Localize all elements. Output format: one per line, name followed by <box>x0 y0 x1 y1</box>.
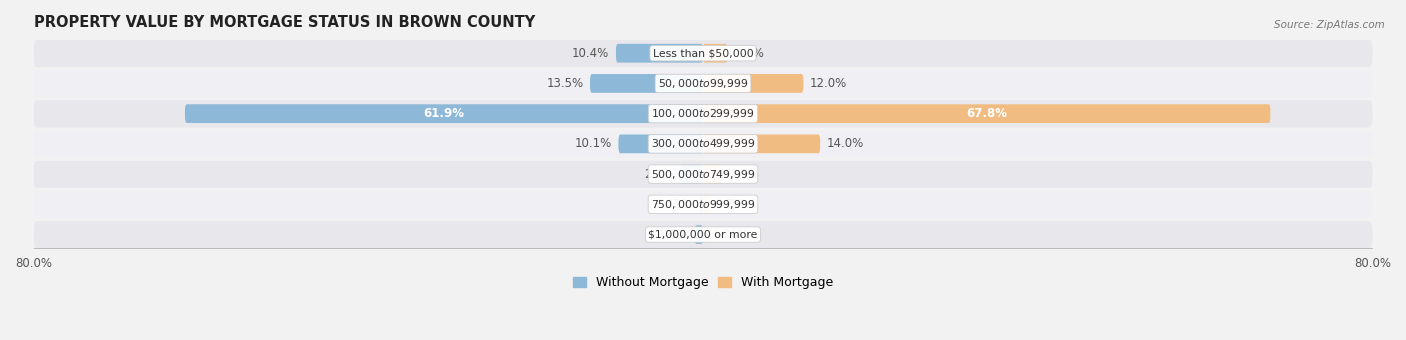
Text: $750,000 to $999,999: $750,000 to $999,999 <box>651 198 755 211</box>
FancyBboxPatch shape <box>681 165 703 184</box>
FancyBboxPatch shape <box>619 135 703 153</box>
FancyBboxPatch shape <box>703 225 706 244</box>
Text: 10.1%: 10.1% <box>575 137 612 150</box>
Text: 12.0%: 12.0% <box>810 77 848 90</box>
FancyBboxPatch shape <box>703 195 709 214</box>
FancyBboxPatch shape <box>34 221 1372 249</box>
FancyBboxPatch shape <box>186 104 703 123</box>
Text: PROPERTY VALUE BY MORTGAGE STATUS IN BROWN COUNTY: PROPERTY VALUE BY MORTGAGE STATUS IN BRO… <box>34 15 534 30</box>
FancyBboxPatch shape <box>34 161 1372 188</box>
FancyBboxPatch shape <box>703 44 727 63</box>
FancyBboxPatch shape <box>695 225 703 244</box>
Text: 13.5%: 13.5% <box>546 77 583 90</box>
FancyBboxPatch shape <box>34 40 1372 67</box>
FancyBboxPatch shape <box>703 135 820 153</box>
Text: $300,000 to $499,999: $300,000 to $499,999 <box>651 137 755 150</box>
Text: $1,000,000 or more: $1,000,000 or more <box>648 230 758 239</box>
Text: 2.7%: 2.7% <box>644 168 673 181</box>
Text: 0.26%: 0.26% <box>711 228 749 241</box>
FancyBboxPatch shape <box>34 70 1372 97</box>
Text: 2.9%: 2.9% <box>734 47 763 60</box>
Text: Source: ZipAtlas.com: Source: ZipAtlas.com <box>1274 20 1385 30</box>
Text: $500,000 to $749,999: $500,000 to $749,999 <box>651 168 755 181</box>
Legend: Without Mortgage, With Mortgage: Without Mortgage, With Mortgage <box>568 271 838 294</box>
FancyBboxPatch shape <box>703 74 803 93</box>
Text: Less than $50,000: Less than $50,000 <box>652 48 754 58</box>
FancyBboxPatch shape <box>34 191 1372 218</box>
Text: 1.0%: 1.0% <box>658 228 688 241</box>
FancyBboxPatch shape <box>34 100 1372 128</box>
Text: 14.0%: 14.0% <box>827 137 865 150</box>
Text: 0.42%: 0.42% <box>655 198 693 211</box>
FancyBboxPatch shape <box>700 195 703 214</box>
Text: 2.3%: 2.3% <box>728 168 759 181</box>
Text: 61.9%: 61.9% <box>423 107 464 120</box>
FancyBboxPatch shape <box>34 131 1372 158</box>
FancyBboxPatch shape <box>703 104 1271 123</box>
Text: $50,000 to $99,999: $50,000 to $99,999 <box>658 77 748 90</box>
Text: 67.8%: 67.8% <box>966 107 1007 120</box>
FancyBboxPatch shape <box>616 44 703 63</box>
Text: 0.7%: 0.7% <box>716 198 745 211</box>
Text: 10.4%: 10.4% <box>572 47 609 60</box>
FancyBboxPatch shape <box>703 165 723 184</box>
FancyBboxPatch shape <box>591 74 703 93</box>
Text: $100,000 to $299,999: $100,000 to $299,999 <box>651 107 755 120</box>
